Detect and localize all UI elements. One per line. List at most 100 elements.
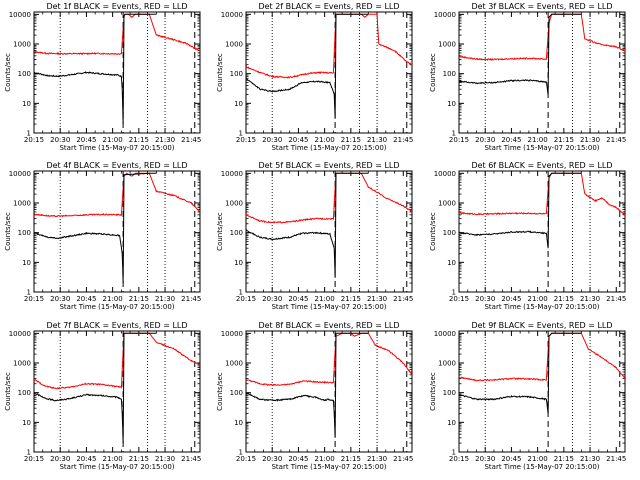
panel-title: Det 7f BLACK = Events, RED = LLD: [46, 321, 187, 330]
x-tick-label: 21:30: [367, 136, 387, 144]
y-tick-label: 1: [452, 289, 456, 297]
y-tick-label: 1: [239, 130, 243, 138]
y-tick-label: 10000: [434, 11, 456, 19]
y-tick-label: 1: [452, 449, 456, 457]
events-rate-line: [34, 172, 157, 284]
plot-frame: [245, 11, 413, 134]
y-tick-label: 100: [443, 389, 456, 397]
plot-frame: [458, 11, 626, 134]
y-tick-label: 1: [239, 289, 243, 297]
y-tick-label: 100: [18, 389, 31, 397]
y-tick-label: 10000: [9, 11, 31, 19]
x-tick-label: 21:00: [528, 136, 548, 144]
y-tick-label: 1000: [13, 200, 31, 208]
x-tick-label: 21:45: [606, 455, 626, 463]
y-tick-label: 100: [443, 229, 456, 237]
x-tick-label: 20:30: [475, 455, 495, 463]
x-tick-label: 21:00: [315, 136, 335, 144]
lld-rate-line: [246, 172, 412, 224]
x-tick-label: 20:30: [475, 295, 495, 303]
x-tick-label: 21:30: [155, 455, 175, 463]
x-axis-label: Start Time (15-May-07 20:15:00): [271, 303, 386, 311]
y-tick-label: 10: [447, 419, 456, 427]
x-axis-label: Start Time (15-May-07 20:15:00): [59, 303, 174, 311]
x-tick-label: 21:15: [129, 455, 149, 463]
x-tick-label: 21:30: [367, 295, 387, 303]
events-rate-line: [459, 13, 582, 95]
x-tick-label: 20:15: [24, 136, 44, 144]
x-tick-label: 20:15: [236, 295, 256, 303]
lld-rate-line: [246, 13, 412, 79]
x-axis-label: Start Time (15-May-07 20:15:00): [271, 144, 386, 152]
chart-panel-4: Det 4f BLACK = Events, RED = LLD 1 10 100 10…: [4, 161, 201, 311]
x-tick-label: 20:45: [501, 295, 521, 303]
x-tick-label: 20:15: [449, 455, 469, 463]
x-tick-label: 21:45: [393, 455, 413, 463]
plot-frame: [33, 330, 201, 453]
y-tick-label: 100: [18, 229, 31, 237]
x-axis-label: Start Time (15-May-07 20:15:00): [59, 463, 174, 471]
y-tick-label: 100: [18, 70, 31, 78]
chart-panel-3: Det 3f BLACK = Events, RED = LLD 1 10 100 10…: [429, 2, 626, 152]
plot-frame: [245, 170, 413, 293]
chart-panel-1: Det 1f BLACK = Events, RED = LLD 1 10 100 10…: [4, 2, 201, 152]
y-tick-label: 100: [230, 70, 243, 78]
x-tick-label: 21:30: [580, 455, 600, 463]
y-axis-label: Counts/sec: [429, 53, 437, 92]
plot-frame: [245, 330, 413, 453]
y-tick-label: 1: [239, 449, 243, 457]
x-axis-label: Start Time (15-May-07 20:15:00): [484, 303, 599, 311]
chart-panel-5: Det 5f BLACK = Events, RED = LLD 1 10 100 10…: [216, 161, 413, 311]
y-tick-label: 1000: [13, 360, 31, 368]
x-tick-label: 20:45: [501, 136, 521, 144]
x-tick-label: 21:45: [606, 295, 626, 303]
chart-panel-2: Det 2f BLACK = Events, RED = LLD 1 10 100 10…: [216, 2, 413, 152]
x-tick-label: 20:45: [288, 455, 308, 463]
y-tick-label: 1000: [225, 200, 243, 208]
x-axis-label: Start Time (15-May-07 20:15:00): [59, 144, 174, 152]
x-tick-label: 21:00: [103, 295, 123, 303]
y-tick-label: 100: [230, 389, 243, 397]
panel-title: Det 1f BLACK = Events, RED = LLD: [46, 2, 187, 11]
x-tick-label: 20:45: [288, 295, 308, 303]
x-tick-label: 21:30: [580, 295, 600, 303]
x-tick-label: 20:45: [76, 295, 96, 303]
x-tick-label: 21:15: [341, 455, 361, 463]
y-tick-label: 1: [27, 289, 31, 297]
x-tick-label: 21:00: [528, 455, 548, 463]
y-tick-label: 10: [22, 259, 31, 267]
x-tick-label: 20:15: [236, 455, 256, 463]
x-tick-label: 21:00: [103, 455, 123, 463]
y-tick-label: 1: [27, 130, 31, 138]
x-axis-label: Start Time (15-May-07 20:15:00): [271, 463, 386, 471]
y-tick-label: 10000: [9, 170, 31, 178]
y-axis-label: Counts/sec: [4, 53, 12, 92]
y-tick-label: 10000: [9, 330, 31, 338]
x-tick-label: 20:45: [76, 455, 96, 463]
lld-rate-line: [34, 172, 200, 218]
panel-title: Det 2f BLACK = Events, RED = LLD: [258, 2, 399, 11]
x-tick-label: 20:30: [50, 455, 70, 463]
y-tick-label: 10000: [434, 170, 456, 178]
x-tick-label: 21:30: [155, 295, 175, 303]
x-tick-label: 21:00: [528, 295, 548, 303]
y-tick-label: 1000: [438, 200, 456, 208]
plot-frame: [33, 170, 201, 293]
x-tick-label: 21:45: [181, 295, 201, 303]
y-tick-label: 10: [234, 419, 243, 427]
x-tick-label: 21:15: [554, 136, 574, 144]
events-rate-line: [246, 332, 369, 438]
y-tick-label: 100: [443, 70, 456, 78]
y-tick-label: 1: [452, 130, 456, 138]
y-tick-label: 1: [27, 449, 31, 457]
panel-title: Det 5f BLACK = Events, RED = LLD: [258, 161, 399, 170]
lld-rate-line: [459, 332, 625, 382]
lld-rate-line: [34, 13, 200, 56]
x-tick-label: 21:45: [393, 136, 413, 144]
lld-rate-line: [459, 172, 625, 216]
lld-rate-line: [459, 13, 625, 61]
y-tick-label: 10: [22, 419, 31, 427]
x-tick-label: 21:15: [554, 455, 574, 463]
events-rate-line: [34, 13, 157, 125]
